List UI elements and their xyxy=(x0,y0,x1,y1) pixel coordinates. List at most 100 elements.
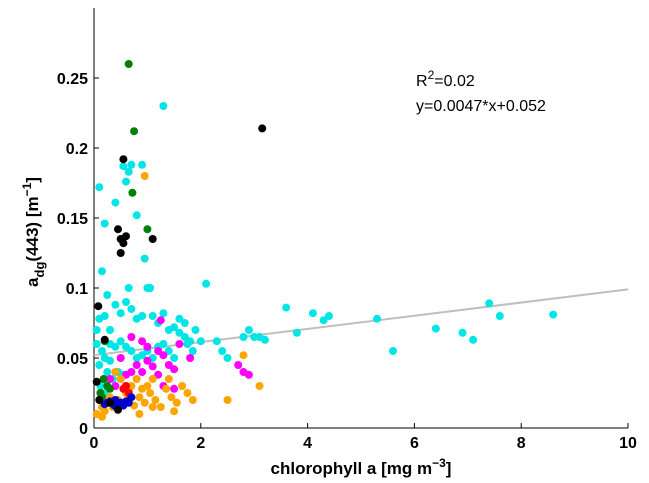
data-point xyxy=(106,385,114,393)
x-tick-label: 10 xyxy=(619,435,637,452)
data-point xyxy=(101,220,109,228)
data-point xyxy=(143,225,151,233)
data-point xyxy=(117,309,125,317)
data-point xyxy=(143,382,151,390)
data-point xyxy=(96,389,104,397)
data-point xyxy=(127,305,135,313)
y-tick-label: 0.25 xyxy=(57,71,88,88)
data-point xyxy=(245,371,253,379)
data-point xyxy=(181,319,189,327)
data-point xyxy=(240,351,248,359)
data-point xyxy=(138,312,146,320)
data-point xyxy=(282,304,290,312)
data-point xyxy=(101,336,109,344)
data-point xyxy=(202,280,210,288)
data-point xyxy=(256,382,264,390)
data-point xyxy=(170,354,178,362)
data-point xyxy=(170,365,178,373)
data-point xyxy=(389,347,397,355)
x-tick-label: 0 xyxy=(90,435,99,452)
data-point xyxy=(234,361,242,369)
data-point xyxy=(130,127,138,135)
data-point xyxy=(122,178,130,186)
data-point xyxy=(178,382,186,390)
data-point xyxy=(95,396,103,404)
data-point xyxy=(114,225,122,233)
data-point xyxy=(173,399,181,407)
x-tick-label: 8 xyxy=(517,435,526,452)
data-point xyxy=(94,302,102,310)
data-point xyxy=(127,333,135,341)
data-point xyxy=(549,311,557,319)
data-point xyxy=(245,326,253,334)
data-point xyxy=(138,161,146,169)
data-point xyxy=(197,337,205,345)
data-point xyxy=(122,232,130,240)
data-point xyxy=(125,168,133,176)
data-point xyxy=(183,340,191,348)
data-point xyxy=(127,347,135,355)
equation-annotation: y=0.0047*x+0.052 xyxy=(416,98,546,115)
data-point xyxy=(111,368,119,376)
data-point xyxy=(93,378,101,386)
data-point xyxy=(320,316,328,324)
data-point xyxy=(170,385,178,393)
data-point xyxy=(133,361,141,369)
data-point xyxy=(95,361,103,369)
data-point xyxy=(485,299,493,307)
data-point xyxy=(496,312,504,320)
data-point xyxy=(159,309,167,317)
y-axis-label: adg(443) [m−1] xyxy=(20,177,47,287)
y-tick-label: 0 xyxy=(79,421,88,438)
data-point xyxy=(159,102,167,110)
data-point xyxy=(117,375,125,383)
y-tick-label: 0.2 xyxy=(66,141,88,158)
data-point xyxy=(117,354,125,362)
y-tick-label: 0.15 xyxy=(57,211,88,228)
data-point xyxy=(170,407,178,415)
data-point xyxy=(119,155,127,163)
data-point xyxy=(373,315,381,323)
data-point xyxy=(293,329,301,337)
data-point xyxy=(103,291,111,299)
data-point xyxy=(183,389,191,397)
data-point xyxy=(141,255,149,263)
data-point xyxy=(100,375,108,383)
data-point xyxy=(143,284,151,292)
data-point xyxy=(213,337,221,345)
data-point xyxy=(119,239,127,247)
data-point xyxy=(117,249,125,257)
data-point xyxy=(98,347,106,355)
data-point xyxy=(111,199,119,207)
data-point xyxy=(224,396,232,404)
data-point xyxy=(157,316,165,324)
data-point xyxy=(106,357,114,365)
fit-line-group xyxy=(94,289,628,355)
data-point xyxy=(122,382,130,390)
data-point xyxy=(95,183,103,191)
data-point xyxy=(192,326,200,334)
data-point xyxy=(146,389,154,397)
data-point xyxy=(309,309,317,317)
data-point xyxy=(149,403,157,411)
data-point xyxy=(103,368,111,376)
data-point xyxy=(138,368,146,376)
data-point xyxy=(469,336,477,344)
y-tick-label: 0.1 xyxy=(66,281,88,298)
x-tick-label: 4 xyxy=(303,435,312,452)
data-point xyxy=(122,298,130,306)
data-point xyxy=(159,351,167,359)
data-point xyxy=(175,340,183,348)
data-point xyxy=(106,399,114,407)
x-tick-label: 2 xyxy=(196,435,205,452)
data-point xyxy=(125,399,133,407)
data-point xyxy=(127,161,135,169)
data-point xyxy=(151,396,159,404)
data-point xyxy=(141,399,149,407)
data-point xyxy=(135,410,143,418)
data-point xyxy=(432,325,440,333)
data-point xyxy=(186,354,194,362)
plot-area xyxy=(94,8,628,428)
data-point xyxy=(159,340,167,348)
